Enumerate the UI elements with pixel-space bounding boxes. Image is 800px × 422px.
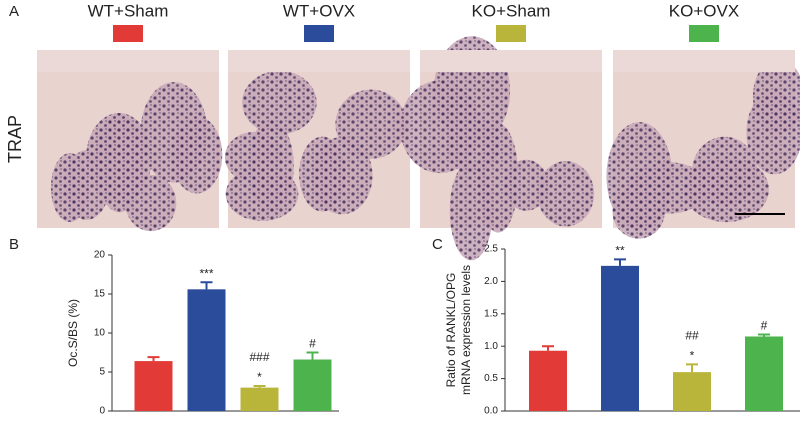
marrow bbox=[752, 59, 800, 134]
bar bbox=[134, 361, 173, 411]
error-bar bbox=[253, 385, 266, 388]
marrow bbox=[224, 131, 284, 183]
error-bar bbox=[542, 345, 554, 351]
bar bbox=[293, 359, 332, 411]
y-axis-label: mRNA expression levels bbox=[459, 265, 473, 395]
significance-label: *** bbox=[199, 266, 213, 280]
histology-image bbox=[606, 50, 800, 239]
growth-plate bbox=[420, 50, 602, 72]
group-swatch bbox=[113, 25, 143, 42]
growth-plate bbox=[37, 50, 219, 72]
marrow bbox=[171, 116, 223, 194]
y-tick-label: 15 bbox=[94, 289, 106, 300]
marrow bbox=[86, 112, 152, 203]
significance-label: # bbox=[761, 319, 768, 333]
y-tick-label: 0 bbox=[99, 406, 105, 417]
error-bar bbox=[200, 281, 213, 290]
bar bbox=[240, 387, 279, 411]
marrow bbox=[691, 136, 758, 207]
marrow bbox=[242, 70, 317, 135]
y-tick-label: 10 bbox=[94, 328, 106, 339]
marrow bbox=[612, 185, 665, 239]
group-swatch bbox=[689, 25, 719, 42]
bar bbox=[745, 336, 783, 411]
marrow bbox=[399, 80, 481, 174]
significance-label: # bbox=[309, 337, 316, 351]
error-bar bbox=[147, 356, 160, 362]
y-tick-label: 0.0 bbox=[484, 406, 498, 417]
bar bbox=[673, 372, 711, 411]
group-label: KO+OVX bbox=[669, 1, 739, 20]
y-tick-label: 5 bbox=[99, 367, 105, 378]
growth-plate bbox=[613, 50, 795, 72]
significance-label: ### bbox=[249, 350, 269, 364]
significance-label: * bbox=[690, 349, 695, 363]
panel-label: C bbox=[432, 236, 443, 253]
error-bar bbox=[614, 258, 626, 266]
y-tick-label: 1.5 bbox=[484, 308, 498, 319]
panel-label: B bbox=[9, 236, 19, 253]
group-swatch bbox=[496, 25, 526, 42]
error-bar bbox=[758, 333, 770, 337]
histology-image bbox=[37, 50, 223, 232]
marrow bbox=[50, 153, 89, 223]
bar bbox=[529, 350, 567, 411]
significance-label: ** bbox=[615, 244, 625, 258]
panel-label: A bbox=[9, 3, 19, 20]
significance-label: * bbox=[257, 370, 262, 384]
group-label: WT+Sham bbox=[88, 1, 169, 20]
marrow bbox=[537, 161, 595, 227]
group-swatch bbox=[304, 25, 334, 42]
y-tick-label: 1.0 bbox=[484, 341, 498, 352]
histology-image bbox=[224, 50, 410, 228]
y-axis-label: Ratio of RANKL/OPG bbox=[444, 273, 458, 388]
y-tick-label: 2.5 bbox=[484, 244, 498, 255]
error-bar bbox=[686, 363, 698, 373]
bar bbox=[601, 265, 639, 411]
y-tick-label: 20 bbox=[94, 250, 106, 261]
histology-image bbox=[399, 36, 602, 261]
y-tick-label: 0.5 bbox=[484, 373, 498, 384]
y-axis-label: Oc.S/BS (%) bbox=[66, 299, 80, 367]
growth-plate bbox=[228, 50, 410, 72]
y-tick-label: 2.0 bbox=[484, 276, 498, 287]
error-bar bbox=[306, 351, 319, 360]
bar bbox=[187, 289, 226, 411]
marrow bbox=[449, 160, 493, 261]
row-label: TRAP bbox=[5, 115, 25, 163]
group-label: KO+Sham bbox=[472, 1, 551, 20]
significance-label: ## bbox=[685, 329, 699, 343]
marrow bbox=[311, 137, 373, 215]
group-label: WT+OVX bbox=[283, 1, 355, 20]
